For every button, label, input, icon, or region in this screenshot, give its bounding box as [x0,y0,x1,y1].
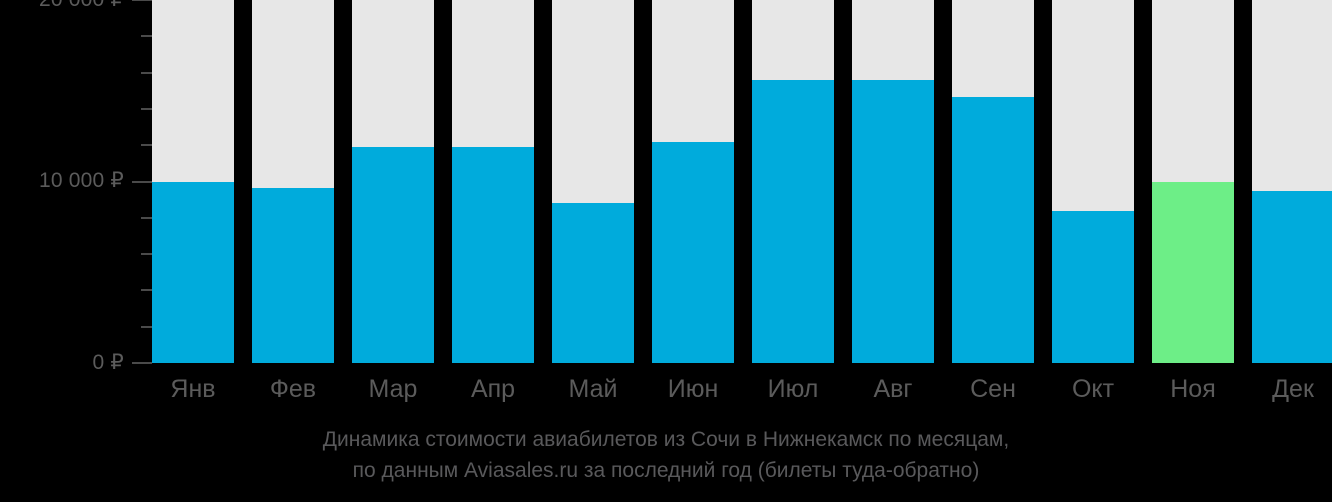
y-tick-mark [132,362,152,364]
y-tick-mark [141,35,152,38]
y-axis: 20 000 ₽ 10 000 ₽ 0 ₽ [0,0,152,373]
bar-slot-июл[interactable] [752,0,834,363]
bar-slot-май[interactable] [552,0,634,363]
x-axis: Янв Фев Мар Апр Май Июн Июл Авг Сен Окт Ноя Дек [152,363,1332,415]
y-tick-mark [141,253,152,256]
x-axis-label-дек: Дек [1272,375,1314,403]
x-axis-label-сен: Сен [970,375,1016,403]
bar-slot-мар[interactable] [352,0,434,363]
y-tick-label: 20 000 ₽ [39,0,132,10]
bar-фев[interactable] [252,187,334,363]
bar-мар[interactable] [352,147,434,363]
y-tick-mark [141,71,152,74]
x-axis-label-авг: Авг [873,375,913,403]
bar-окт[interactable] [1052,210,1134,363]
y-tick-mark [141,216,152,219]
bar-slot-апр[interactable] [452,0,534,363]
x-axis-label-ноя: Ноя [1170,375,1216,403]
x-axis-label-фев: Фев [269,375,317,403]
y-tick-mark [141,325,152,328]
bar-slot-окт[interactable] [1052,0,1134,363]
bar-slot-янв[interactable] [152,0,234,363]
caption-line-1: Динамика стоимости авиабилетов из Сочи в… [322,428,1010,451]
bar-дек[interactable] [1252,191,1332,363]
x-axis-label-июн: Июн [667,375,719,403]
y-tick-mark [132,180,152,183]
x-axis-label-апр: Апр [470,375,516,403]
caption-line-2: по данным Aviasales.ru за последний год … [352,459,980,482]
bar-slot-сен[interactable] [952,0,1034,363]
bar-slot-июн[interactable] [652,0,734,363]
bar-slot-авг[interactable] [852,0,934,363]
bar-slot-фев[interactable] [252,0,334,363]
y-tick-label: 10 000 ₽ [38,169,124,192]
bar-апр[interactable] [452,147,534,363]
plot-area [152,0,1332,363]
bar-май[interactable] [552,203,634,363]
y-tick-mark [141,107,152,110]
y-tick-mark [141,289,152,292]
x-axis-label-янв: Янв [170,375,216,403]
chart-caption: Динамика стоимости авиабилетов из Сочи в… [0,424,1332,486]
y-tick-mark [141,144,152,147]
bar-июн[interactable] [652,141,734,363]
bar-сен[interactable] [952,97,1034,363]
bar-авг[interactable] [852,79,934,363]
bar-ноя[interactable] [1152,181,1234,363]
bar-slot-дек[interactable] [1252,0,1332,363]
x-axis-label-мар: Мар [368,375,418,403]
bar-slot-ноя[interactable] [1152,0,1234,363]
y-tick-mark [132,0,152,1]
x-axis-label-окт: Окт [1071,375,1115,403]
x-axis-label-июл: Июл [767,375,819,403]
x-axis-label-май: Май [568,375,618,403]
bar-янв[interactable] [152,181,234,363]
bar-июл[interactable] [752,79,834,363]
y-tick-label: 0 ₽ [92,350,124,374]
